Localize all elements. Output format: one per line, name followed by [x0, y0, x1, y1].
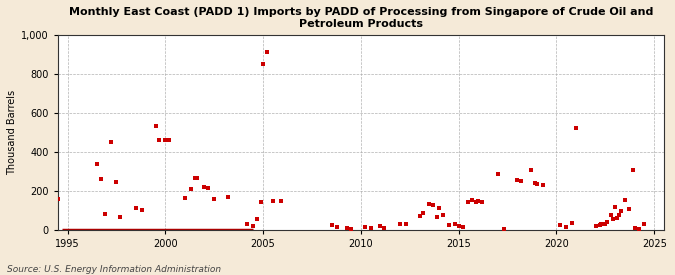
- Point: [359, 225, 370, 229]
- Point: [400, 222, 411, 226]
- Point: [432, 215, 443, 219]
- Point: [620, 197, 630, 202]
- Point: [43, 102, 53, 106]
- Point: [428, 203, 439, 208]
- Point: [115, 215, 126, 219]
- Point: [223, 194, 234, 199]
- Point: [136, 208, 147, 213]
- Point: [629, 226, 640, 230]
- Point: [92, 162, 103, 167]
- Point: [242, 222, 253, 226]
- Point: [203, 186, 214, 190]
- Point: [189, 176, 200, 180]
- Point: [267, 198, 278, 203]
- Point: [379, 226, 389, 230]
- Point: [610, 205, 620, 210]
- Point: [555, 223, 566, 227]
- Point: [614, 213, 624, 217]
- Point: [256, 200, 267, 205]
- Point: [567, 221, 578, 225]
- Text: Source: U.S. Energy Information Administration: Source: U.S. Energy Information Administ…: [7, 265, 221, 274]
- Point: [596, 222, 607, 226]
- Point: [150, 124, 161, 129]
- Point: [530, 181, 541, 185]
- Point: [154, 138, 165, 142]
- Point: [612, 216, 622, 220]
- Point: [633, 227, 644, 231]
- Point: [342, 226, 352, 230]
- Point: [624, 207, 634, 211]
- Point: [248, 224, 259, 228]
- Point: [606, 213, 617, 217]
- Point: [600, 222, 611, 226]
- Point: [493, 172, 504, 177]
- Point: [105, 140, 116, 144]
- Point: [258, 62, 269, 66]
- Point: [602, 220, 613, 224]
- Point: [570, 126, 581, 131]
- Point: [199, 185, 210, 189]
- Point: [516, 179, 526, 183]
- Point: [46, 198, 57, 203]
- Point: [639, 222, 650, 226]
- Point: [473, 198, 484, 203]
- Point: [498, 227, 509, 231]
- Point: [616, 209, 626, 213]
- Point: [627, 168, 638, 172]
- Point: [209, 196, 219, 201]
- Point: [375, 224, 386, 228]
- Point: [424, 202, 435, 207]
- Point: [526, 168, 537, 172]
- Y-axis label: Thousand Barrels: Thousand Barrels: [7, 90, 17, 175]
- Point: [434, 206, 445, 211]
- Point: [477, 199, 487, 204]
- Point: [262, 50, 273, 55]
- Point: [180, 196, 190, 200]
- Point: [418, 211, 429, 215]
- Point: [471, 199, 482, 204]
- Point: [160, 138, 171, 142]
- Point: [561, 225, 572, 229]
- Point: [443, 223, 454, 227]
- Point: [454, 224, 464, 228]
- Point: [437, 213, 448, 217]
- Point: [332, 225, 343, 229]
- Point: [326, 223, 337, 227]
- Point: [130, 206, 141, 211]
- Point: [275, 198, 286, 203]
- Point: [111, 180, 122, 184]
- Point: [53, 196, 63, 201]
- Point: [346, 227, 356, 231]
- Point: [590, 224, 601, 228]
- Point: [512, 178, 522, 182]
- Point: [395, 222, 406, 226]
- Point: [44, 147, 55, 151]
- Point: [186, 187, 196, 191]
- Point: [414, 214, 425, 218]
- Point: [95, 177, 106, 181]
- Point: [463, 199, 474, 204]
- Point: [537, 183, 548, 187]
- Point: [450, 222, 460, 226]
- Point: [191, 176, 202, 180]
- Point: [531, 182, 542, 186]
- Point: [365, 226, 376, 230]
- Title: Monthly East Coast (PADD 1) Imports by PADD of Processing from Singapore of Crud: Monthly East Coast (PADD 1) Imports by P…: [69, 7, 653, 29]
- Point: [594, 223, 605, 227]
- Point: [252, 217, 263, 221]
- Point: [467, 197, 478, 202]
- Point: [457, 225, 468, 229]
- Point: [99, 212, 110, 216]
- Point: [164, 138, 175, 142]
- Point: [608, 217, 618, 221]
